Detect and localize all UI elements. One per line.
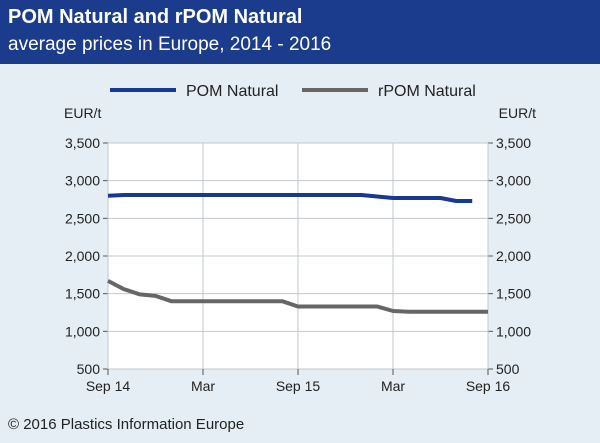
copyright-footer: © 2016 Plastics Information Europe xyxy=(8,416,245,433)
chart-subtitle: average prices in Europe, 2014 - 2016 xyxy=(8,34,332,55)
y-tick-label-left: 1,000 xyxy=(65,323,100,339)
y-tick-label-right: 3,500 xyxy=(496,135,531,151)
series-line-rpom-natural xyxy=(107,279,488,314)
x-tick-label: Mar xyxy=(381,378,405,394)
chart-header: POM Natural and rPOM Natural average pri… xyxy=(0,0,600,64)
y-tick-label-right: 500 xyxy=(496,361,520,377)
series-line-pom-natural xyxy=(107,193,473,203)
y-axis-unit-right: EUR/t xyxy=(499,105,536,121)
y-tick-label-left: 2,000 xyxy=(65,248,100,264)
line-chart: 500 500 1,000 1,000 1,500 1,500 2,000 2,000 2,50… xyxy=(64,83,536,394)
y-tick-label-right: 3,000 xyxy=(496,173,531,189)
y-tick-label-right: 1,500 xyxy=(496,286,531,302)
x-tick-label: Sep 14 xyxy=(86,378,131,394)
y-tick-label-right: 1,000 xyxy=(496,323,531,339)
y-tick-label-left: 2,500 xyxy=(65,210,100,226)
legend-label: POM Natural xyxy=(186,83,278,100)
y-axis-unit-left: EUR/t xyxy=(64,105,101,121)
y-tick-label-left: 3,500 xyxy=(65,135,100,151)
legend-label: rPOM Natural xyxy=(378,83,476,100)
x-tick-label: Mar xyxy=(191,378,215,394)
y-tick-label-right: 2,000 xyxy=(496,248,531,264)
x-tick-label: Sep 15 xyxy=(276,378,321,394)
y-tick-label-left: 500 xyxy=(77,361,101,377)
chart-title: POM Natural and rPOM Natural xyxy=(8,6,303,28)
x-tick-label: Sep 16 xyxy=(466,378,511,394)
y-tick-label-left: 1,500 xyxy=(65,286,100,302)
y-tick-label-left: 3,000 xyxy=(65,173,100,189)
y-tick-label-right: 2,500 xyxy=(496,210,531,226)
